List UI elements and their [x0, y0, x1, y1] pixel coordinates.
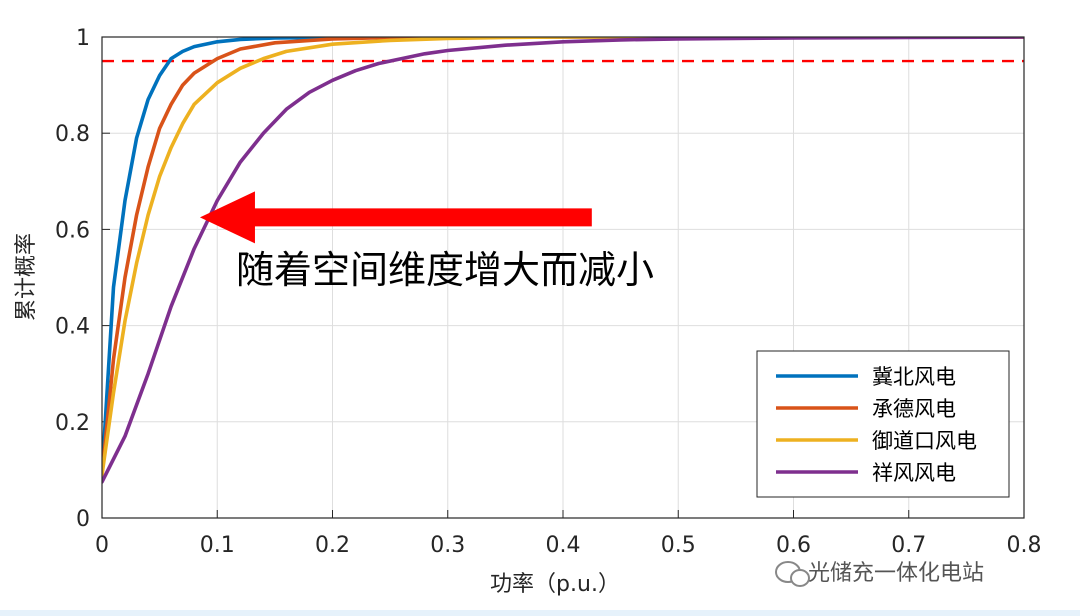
legend-label: 冀北风电 [872, 365, 956, 389]
legend-label: 御道口风电 [872, 429, 977, 453]
y-tick-label: 0.6 [55, 218, 90, 243]
annotation-text: 随着空间维度增大而减小 [236, 248, 654, 292]
x-tick-label: 0.8 [1007, 533, 1042, 558]
annotation-arrow [199, 191, 592, 244]
x-tick-label: 0.7 [891, 533, 926, 558]
watermark-text: 光储充一体化电站 [808, 561, 984, 586]
y-tick-label: 0.4 [55, 315, 90, 340]
y-tick-label: 0.2 [55, 411, 90, 436]
series-line [102, 37, 1024, 484]
y-tick-label: 1 [76, 26, 90, 51]
x-tick-label: 0.3 [430, 533, 465, 558]
x-tick-label: 0 [95, 533, 109, 558]
annotation-group: 随着空间维度增大而减小 [199, 191, 654, 292]
x-tick-label: 0.4 [546, 533, 581, 558]
legend-label: 祥风风电 [872, 461, 956, 485]
y-tick-labels: 0 0.2 0.4 0.6 0.8 1 [55, 26, 90, 532]
series-line [102, 37, 1024, 477]
watermark: 光储充一体化电站 [775, 561, 984, 587]
plot-frame [101, 36, 1025, 519]
series-line [102, 37, 1024, 477]
x-tick-label: 0.5 [661, 533, 696, 558]
x-tick-label: 0.1 [200, 533, 235, 558]
y-axis-label: 累计概率 [14, 233, 39, 321]
y-tick-label: 0.8 [55, 122, 90, 147]
x-axis-label: 功率（p.u.） [490, 572, 620, 597]
x-tick-label: 0.6 [776, 533, 811, 558]
x-tick-labels: 0 0.1 0.2 0.3 0.4 0.5 0.6 0.7 0.8 [95, 533, 1042, 558]
wechat-icon [775, 561, 810, 587]
legend-label: 承德风电 [872, 397, 956, 421]
y-tick-label: 0 [76, 507, 90, 532]
bottom-strip [0, 610, 1080, 616]
x-tick-label: 0.2 [315, 533, 350, 558]
